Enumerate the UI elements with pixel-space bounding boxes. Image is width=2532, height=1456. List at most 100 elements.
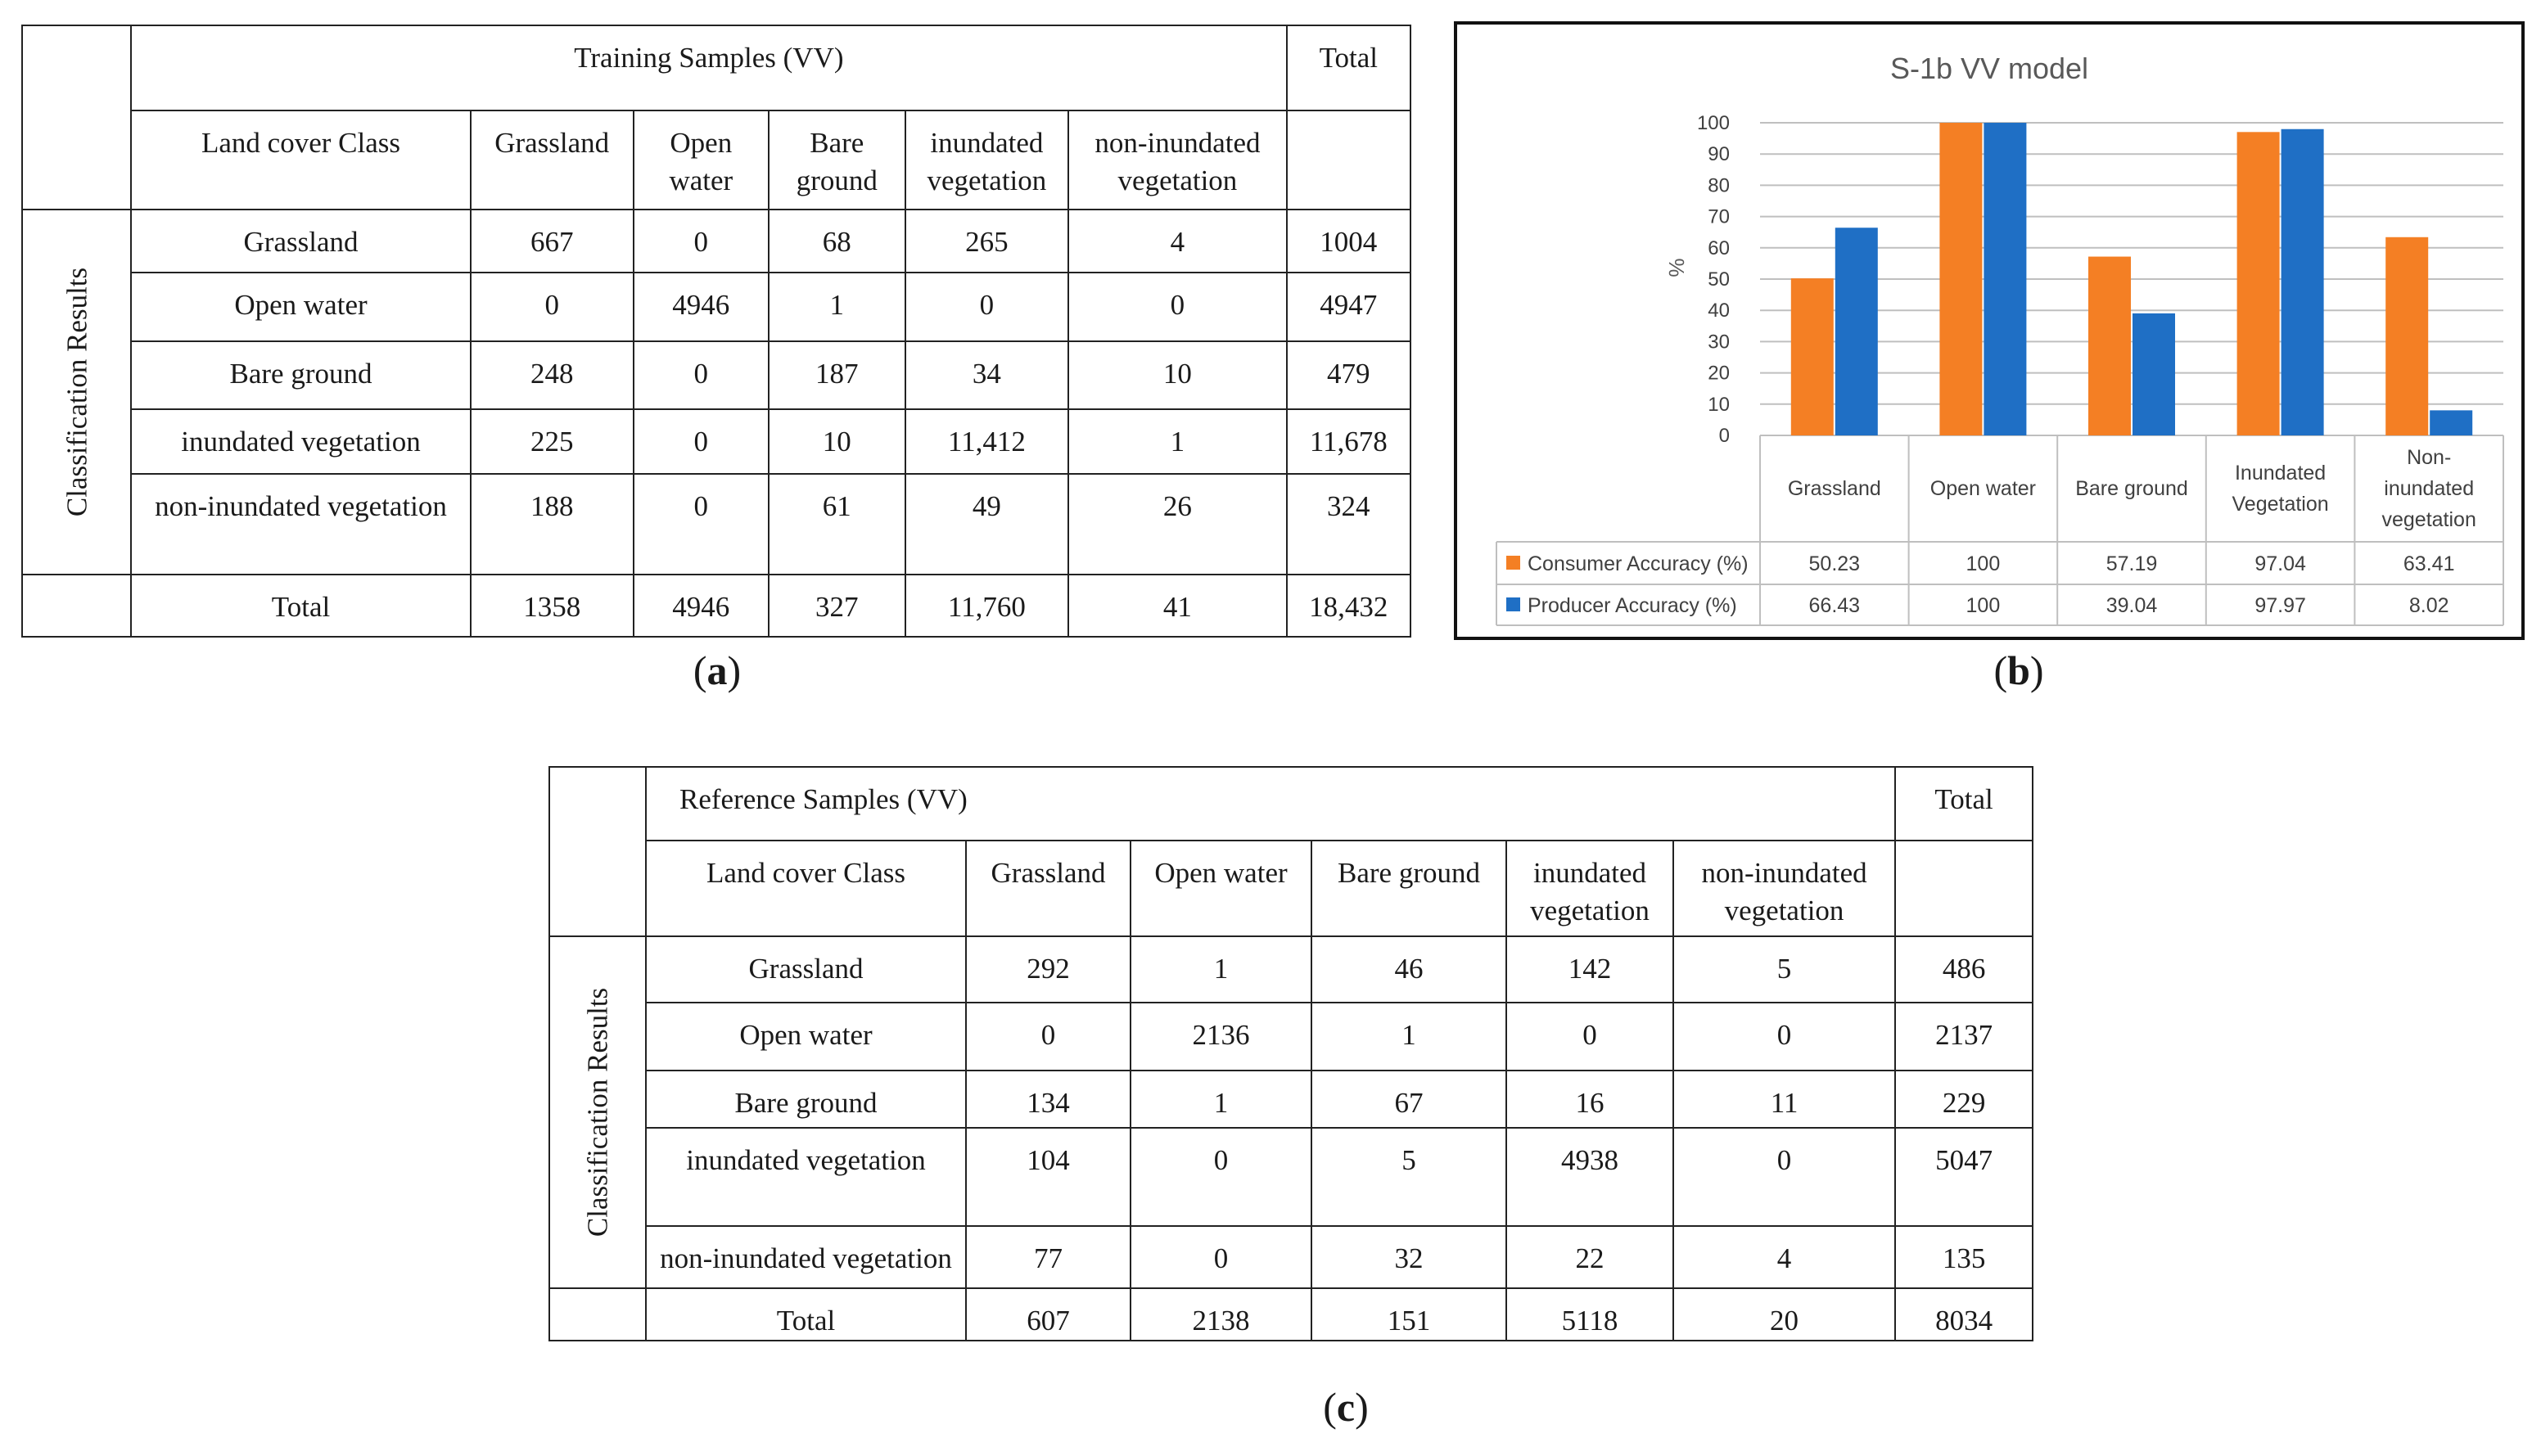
table-cell: 0 <box>965 1002 1131 1071</box>
classification-results-label: Classification Results <box>548 935 647 1289</box>
producer-accuracy-bar <box>2430 410 2473 435</box>
consumer-accuracy-bar <box>1790 278 1834 435</box>
table-cell: 4946 <box>632 574 770 638</box>
producer-accuracy-bar <box>1835 228 1878 435</box>
table-cell: 1 <box>768 272 906 342</box>
table-row: Bare ground 248 0 187 34 10 479 <box>22 340 1412 410</box>
table-cell: 324 <box>1285 473 1412 575</box>
table-cell: 34 <box>904 340 1070 410</box>
table-cell: 67 <box>1311 1070 1507 1129</box>
table-row: inundated vegetation 225 0 10 11,412 1 11,678 <box>22 408 1412 475</box>
table-cell: 11,760 <box>904 574 1070 638</box>
table-row: Classification Results Grassland 292 1 46 142… <box>548 935 2034 1289</box>
table-cell: 0 <box>1672 1002 1897 1071</box>
corner-cell <box>548 766 647 937</box>
header-row: Training Samples (VV) Total <box>20 25 1412 210</box>
consumer-accuracy-bar <box>2088 256 2131 435</box>
row-label: Total <box>130 574 472 638</box>
table-cell: 11 <box>1672 1070 1897 1129</box>
table-cell: 22 <box>1505 1225 1674 1289</box>
table-cell: 5 <box>1311 1127 1507 1227</box>
row-label: Open water <box>645 1002 967 1071</box>
empty-header-cell <box>1894 840 2034 937</box>
x-category-label: Open water <box>1930 477 2036 500</box>
table-cell: 1004 <box>1285 209 1412 273</box>
row-label: inundated vegetation <box>130 408 472 475</box>
table-cell: 2138 <box>1130 1287 1312 1341</box>
table-row: inundated vegetation 104 0 5 4938 0 5047 <box>549 1127 2034 1227</box>
accuracy-chart-svg: S-1b VV model% 0 10 20 30 40 50 60 70 80 90 100 Gras… <box>1496 52 2504 626</box>
table-cell: 1 <box>1130 1070 1312 1129</box>
x-category-label: Inundated Vegetation <box>2232 462 2329 516</box>
y-tick-label: 60 <box>1708 237 1730 259</box>
table-cell: 229 <box>1894 1070 2034 1129</box>
training-table-body: Training Samples (VV) Total Land cover Cla… <box>20 25 1412 638</box>
x-category-label: Grassland <box>1788 477 1881 500</box>
table-cell: 5118 <box>1505 1287 1674 1341</box>
y-tick-label: 0 <box>1719 425 1730 447</box>
y-tick-label: 30 <box>1708 331 1730 353</box>
classification-results-label: Classification Results <box>20 209 133 575</box>
table-row: Open water 0 4946 1 0 0 4947 <box>22 272 1412 342</box>
column-header: Bare ground <box>768 110 906 210</box>
table-row: non-inundated vegetation 77 0 32 22 4 135 <box>549 1225 2034 1289</box>
row-label: non-inundated vegetation <box>130 473 472 575</box>
table-row: Classification Results Grassland 667 0 68 265… <box>20 209 1412 575</box>
total-header: Total <box>1285 25 1412 111</box>
data-label: 57.19 <box>2106 552 2158 575</box>
table-cell: 10 <box>1067 340 1288 410</box>
column-header: Land cover Class <box>645 840 967 937</box>
table-cell: 1358 <box>469 574 634 638</box>
data-label: 97.97 <box>2254 594 2306 617</box>
consumer-legend-swatch <box>1506 556 1520 570</box>
table-cell: 32 <box>1311 1225 1507 1289</box>
table-row: non-inundated vegetation 188 0 61 49 26 324 <box>22 473 1412 575</box>
table-cell: 187 <box>768 340 906 410</box>
row-label: Open water <box>130 272 472 342</box>
consumer-accuracy-bar <box>2385 237 2429 435</box>
table-cell: 0 <box>1505 1002 1674 1071</box>
consumer-accuracy-bar <box>1939 123 1983 435</box>
table-cell: 2137 <box>1894 1002 2034 1071</box>
column-header: Open water <box>632 110 770 210</box>
table-row: Bare ground 134 1 67 16 11 229 <box>549 1070 2034 1129</box>
column-header: Open water <box>1130 840 1312 937</box>
data-label: 100 <box>1966 594 2001 617</box>
row-label: Grassland <box>130 209 472 273</box>
reference-confusion-matrix: Reference Samples (VV) Total Land cover Cl… <box>548 766 2034 1341</box>
y-tick-label: 10 <box>1708 394 1730 416</box>
column-header: Bare ground <box>1311 840 1507 937</box>
table-cell: 11,412 <box>904 408 1070 475</box>
table-cell: 41 <box>1067 574 1288 638</box>
y-tick-label: 90 <box>1708 143 1730 165</box>
empty-cell <box>20 574 133 638</box>
row-label: Bare ground <box>645 1070 967 1129</box>
total-row: Total 1358 4946 327 11,760 41 18,432 <box>20 574 1412 638</box>
row-label: Total <box>645 1287 967 1341</box>
table-cell: 479 <box>1285 340 1412 410</box>
table-cell: 0 <box>904 272 1070 342</box>
y-tick-label: 20 <box>1708 363 1730 385</box>
table-cell: 16 <box>1505 1070 1674 1129</box>
column-header: non-inundated vegetation <box>1067 110 1288 210</box>
caption-c: (c) <box>1323 1384 1369 1430</box>
x-category-label: Bare ground <box>2075 477 2188 500</box>
table-cell: 188 <box>469 473 634 575</box>
samples-header: Reference Samples (VV) <box>644 766 1897 841</box>
table-cell: 4 <box>1672 1225 1897 1289</box>
table-cell: 2136 <box>1130 1002 1312 1071</box>
data-label: 39.04 <box>2106 594 2158 617</box>
table-cell: 8034 <box>1894 1287 2034 1341</box>
table-cell: 61 <box>768 473 906 575</box>
table-cell: 26 <box>1067 473 1288 575</box>
table-cell: 4947 <box>1285 272 1412 342</box>
table-cell: 11,678 <box>1285 408 1412 475</box>
table-cell: 142 <box>1505 935 1674 1003</box>
column-header: non-inundated vegetation <box>1672 840 1897 937</box>
data-label: 100 <box>1966 552 2001 575</box>
x-category-label: Non-inundated vegetation <box>2382 446 2476 531</box>
row-label: non-inundated vegetation <box>645 1225 967 1289</box>
producer-accuracy-bar <box>1984 123 2027 435</box>
table-cell: 0 <box>1130 1225 1312 1289</box>
consumer-accuracy-bar <box>2236 132 2280 436</box>
